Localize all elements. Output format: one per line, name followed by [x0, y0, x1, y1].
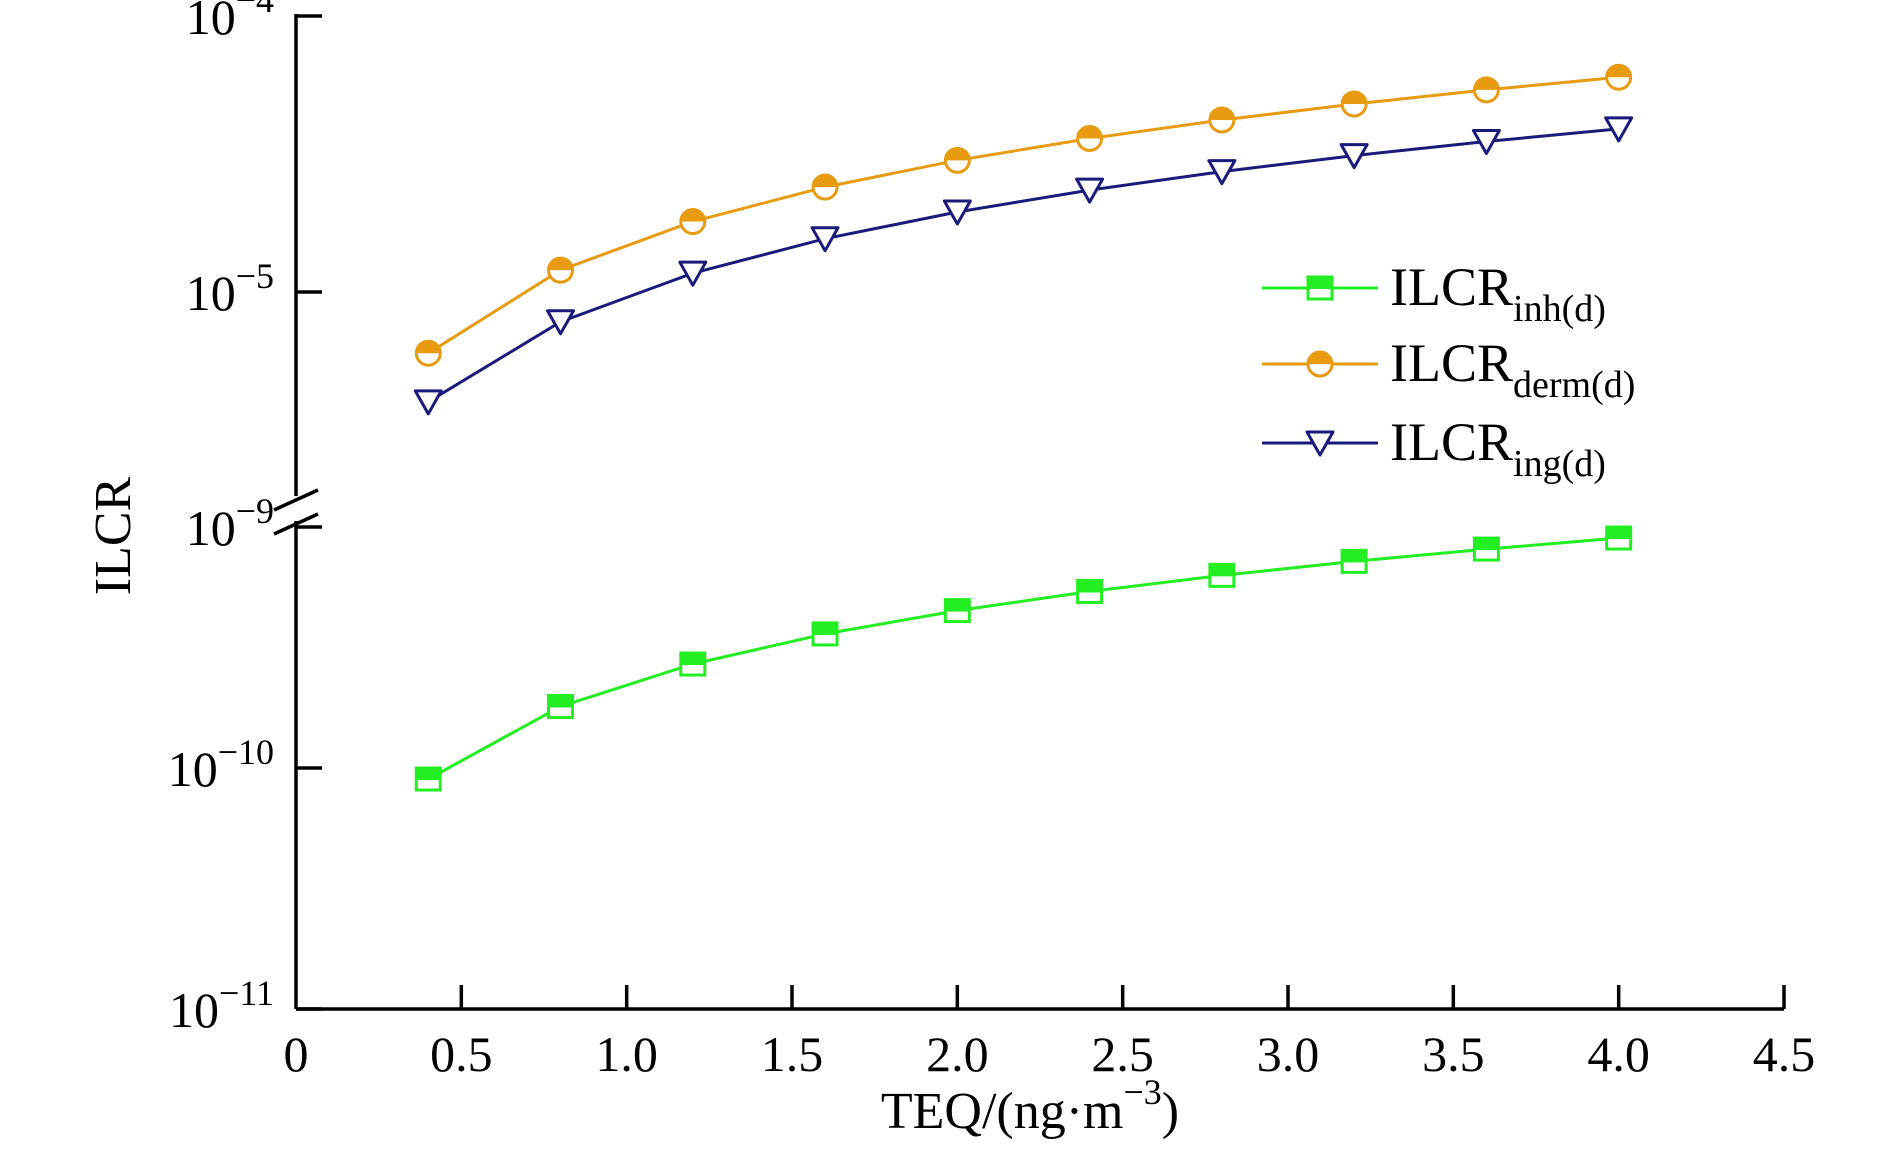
data-point-fill [1342, 550, 1367, 563]
data-point [942, 199, 972, 226]
data-point-fill [1606, 527, 1631, 540]
data-point-fill [548, 258, 573, 271]
data-point [810, 226, 840, 253]
x-tick-label: 2.0 [926, 1026, 989, 1082]
legend-marker-fill [1308, 352, 1332, 364]
legend-item: ILCRinh(d) [1262, 257, 1606, 330]
data-point-fill [680, 209, 705, 222]
data-point [1471, 128, 1501, 155]
series-line [427, 536, 1619, 781]
legend-marker [1305, 430, 1335, 457]
data-point [546, 309, 576, 336]
legend-item: ILCRing(d) [1262, 412, 1606, 485]
x-tick-label: 4.5 [1753, 1026, 1816, 1082]
x-tick-label: 4.0 [1587, 1026, 1650, 1082]
series-inhd [414, 525, 1633, 792]
y-axis-title: ILCR [85, 476, 142, 595]
legend-marker-fill [1308, 277, 1332, 289]
data-point [413, 389, 443, 416]
data-point-fill [1342, 91, 1367, 104]
data-point-fill [1209, 564, 1234, 577]
series-line [427, 127, 1619, 404]
data-point-fill [416, 341, 441, 354]
data-point [1075, 177, 1105, 204]
data-point-fill [1474, 77, 1499, 90]
series-ingd [413, 116, 1634, 416]
x-tick-label: 1.5 [761, 1026, 824, 1082]
data-point-fill [813, 622, 838, 635]
data-point-fill [1077, 126, 1102, 139]
legend-label: ILCRing(d) [1390, 412, 1606, 485]
data-point-fill [1209, 107, 1234, 120]
series-dermd [414, 63, 1633, 367]
legend-item: ILCRderm(d) [1262, 333, 1635, 406]
y-tick-upper-label: 10−4 [186, 0, 274, 45]
data-point [1339, 143, 1369, 170]
data-point-fill [548, 695, 573, 708]
data-point-fill [1606, 65, 1631, 78]
data-point-fill [1474, 538, 1499, 551]
y-tick-lower-label: 10−10 [168, 732, 274, 797]
y-tick-lower-label: 10−11 [169, 973, 274, 1038]
axis-break-mark [273, 488, 319, 512]
series-layer [413, 63, 1634, 792]
x-tick-label: 3.5 [1422, 1026, 1485, 1082]
x-tick-label: 0 [284, 1026, 309, 1082]
x-tick-label: 2.5 [1091, 1026, 1154, 1082]
x-tick-label: 0.5 [430, 1026, 493, 1082]
y-tick-upper-label: 10−5 [186, 256, 274, 321]
series-line [427, 75, 1619, 355]
data-point-fill [945, 148, 970, 161]
data-point [1207, 159, 1237, 186]
legend-label: ILCRinh(d) [1390, 257, 1606, 330]
data-point-fill [416, 768, 441, 781]
data-point-fill [680, 653, 705, 666]
axis-break-mark [273, 512, 319, 536]
x-tick-label: 3.0 [1257, 1026, 1320, 1082]
axes: 0 0.5 1.0 1.5 2.0 2.5 3.0 3.5 4.0 4.5 10−5 10−4 10−1… [85, 0, 1815, 1140]
data-point-fill [1077, 580, 1102, 593]
legend-label: ILCRderm(d) [1390, 333, 1635, 406]
data-point [1604, 116, 1634, 143]
y-tick-lower-label: 10−9 [186, 491, 274, 556]
data-point-fill [945, 599, 970, 612]
data-point [678, 260, 708, 287]
legend: ILCRinh(d)ILCRderm(d)ILCRing(d) [1262, 257, 1635, 485]
x-tick-label: 1.0 [595, 1026, 658, 1082]
data-point-fill [813, 175, 838, 188]
x-axis-title: TEQ/(ng·m−3) [881, 1072, 1179, 1140]
